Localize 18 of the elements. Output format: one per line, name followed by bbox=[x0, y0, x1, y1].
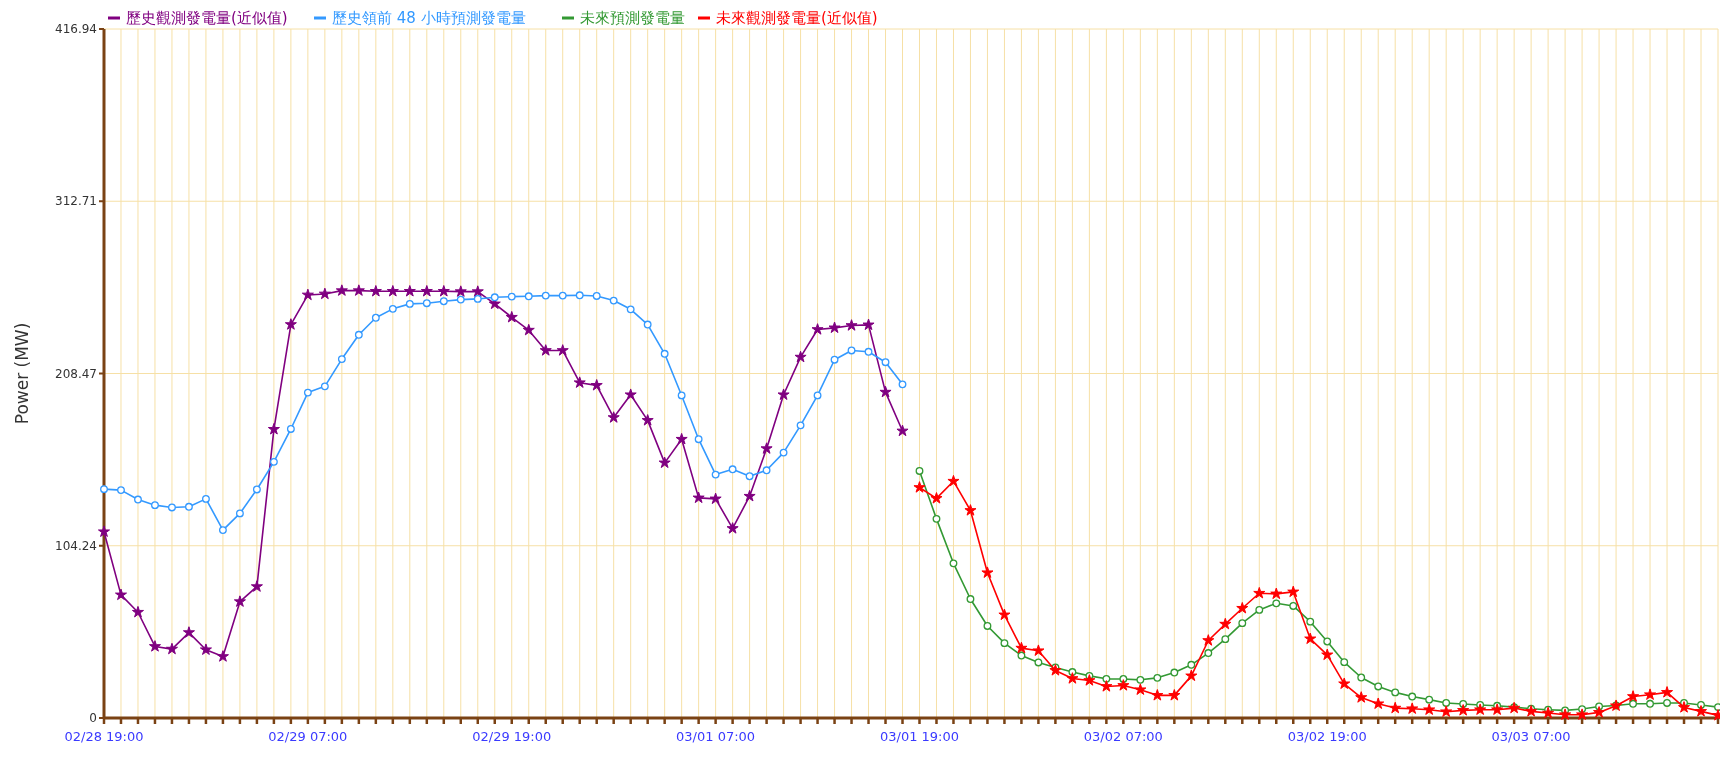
x-tick-label: 03/03 07:00 bbox=[1491, 729, 1571, 744]
y-tick-label: 104.24 bbox=[55, 538, 97, 553]
x-tick-label: 03/01 19:00 bbox=[879, 729, 960, 744]
y-tick-label: 416.94 bbox=[55, 22, 97, 36]
legend-label: 歷史觀測發電量(近似值) bbox=[126, 9, 288, 27]
legend-label: 未來預測發電量 bbox=[580, 9, 685, 27]
x-tick-label: 03/02 07:00 bbox=[1083, 729, 1163, 744]
x-tick-label: 03/01 07:00 bbox=[676, 729, 756, 744]
legend-label: 歷史領前 48 小時預測發電量 bbox=[332, 9, 526, 27]
x-tick-label: 02/29 07:00 bbox=[268, 729, 348, 744]
y-axis-title: Power (MW) bbox=[12, 322, 32, 425]
legend-label: 未來觀測發電量(近似值) bbox=[716, 9, 878, 27]
y-tick-label: 312.71 bbox=[55, 194, 97, 209]
y-tick-label: 0 bbox=[89, 711, 97, 725]
x-tick-label: 02/28 19:00 bbox=[64, 729, 144, 744]
y-tick-label: 208.47 bbox=[55, 366, 97, 381]
x-tick-label: 02/29 19:00 bbox=[472, 729, 552, 744]
x-tick-label: 03/02 19:00 bbox=[1287, 729, 1367, 744]
